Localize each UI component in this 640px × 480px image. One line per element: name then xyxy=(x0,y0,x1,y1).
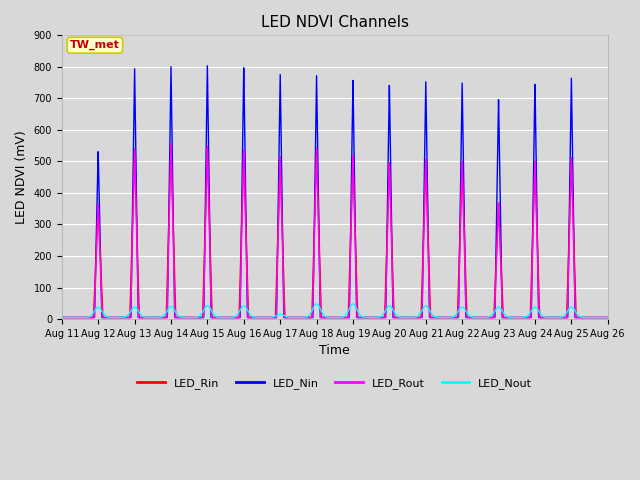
Line: LED_Rout: LED_Rout xyxy=(62,144,608,317)
LED_Rin xyxy=(465,314,473,320)
Line: LED_Nout: LED_Nout xyxy=(62,304,608,317)
LED_Nout xyxy=(58,314,66,320)
LED_Rin xyxy=(58,314,66,320)
LED_Rout xyxy=(604,314,612,320)
Line: LED_Nin: LED_Nin xyxy=(62,66,608,317)
LED_Nout xyxy=(266,314,274,320)
X-axis label: Time: Time xyxy=(319,344,350,357)
LED_Nin xyxy=(507,314,515,320)
Text: TW_met: TW_met xyxy=(70,40,120,50)
LED_Nin xyxy=(204,63,211,69)
LED_Nout xyxy=(604,314,612,320)
LED_Nout xyxy=(413,314,420,320)
LED_Nout xyxy=(385,303,393,309)
LED_Rin xyxy=(413,314,420,320)
LED_Rout xyxy=(58,314,66,320)
LED_Rin xyxy=(267,314,275,320)
LED_Nin xyxy=(267,314,275,320)
LED_Nout xyxy=(465,312,473,318)
LED_Nout xyxy=(507,314,515,320)
LED_Rout xyxy=(413,314,420,320)
Legend: LED_Rin, LED_Nin, LED_Rout, LED_Nout: LED_Rin, LED_Nin, LED_Rout, LED_Nout xyxy=(133,373,537,393)
LED_Nout xyxy=(157,314,164,320)
LED_Rout xyxy=(465,314,473,320)
LED_Rout xyxy=(167,141,175,146)
LED_Nout xyxy=(313,301,321,307)
LED_Rin xyxy=(604,314,612,320)
LED_Nin xyxy=(413,314,420,320)
LED_Rout xyxy=(157,314,164,320)
LED_Nin xyxy=(604,314,612,320)
Line: LED_Rin: LED_Rin xyxy=(62,144,608,317)
LED_Nin xyxy=(58,314,66,320)
LED_Nin xyxy=(157,314,164,320)
LED_Rin xyxy=(157,314,164,320)
LED_Rout xyxy=(385,160,393,166)
LED_Nin xyxy=(385,83,393,88)
Y-axis label: LED NDVI (mV): LED NDVI (mV) xyxy=(15,131,28,224)
LED_Rin xyxy=(507,314,515,320)
LED_Nin xyxy=(465,314,473,320)
LED_Rin xyxy=(385,160,393,166)
Title: LED NDVI Channels: LED NDVI Channels xyxy=(260,15,409,30)
LED_Rin xyxy=(167,141,175,146)
LED_Rout xyxy=(267,314,275,320)
LED_Rout xyxy=(507,314,515,320)
